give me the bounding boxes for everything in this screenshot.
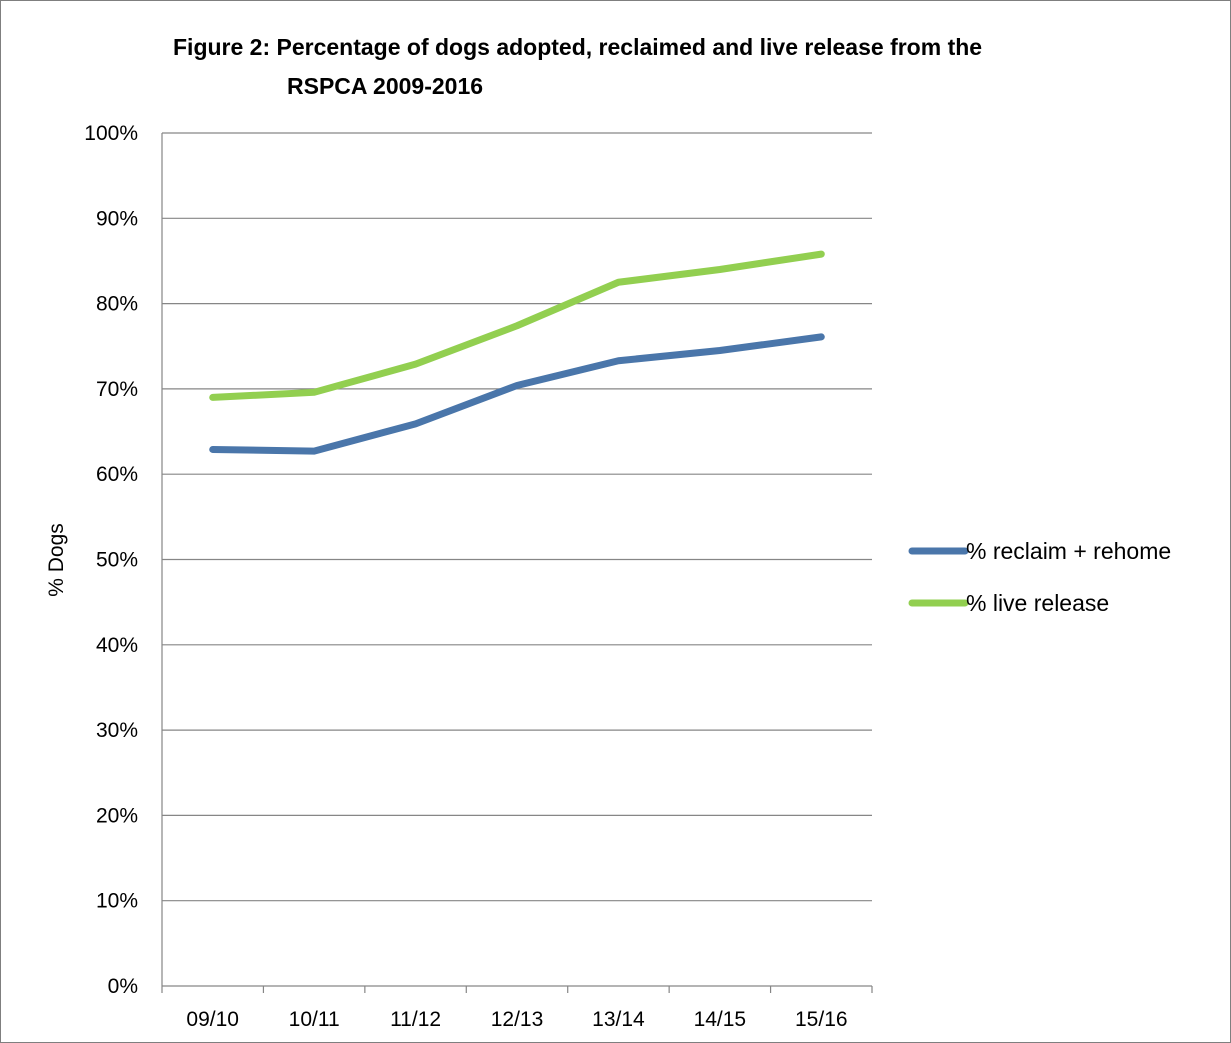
chart-title-line-2: RSPCA 2009-2016 xyxy=(287,73,483,99)
legend-label-1: % reclaim + rehome xyxy=(966,538,1171,564)
y-tick-label: 70% xyxy=(96,378,138,401)
x-tick-label: 11/12 xyxy=(390,1008,441,1031)
y-tick-label: 50% xyxy=(96,549,138,572)
chart-title-line-1: Figure 2: Percentage of dogs adopted, re… xyxy=(173,34,982,60)
y-tick-label: 90% xyxy=(96,207,138,230)
x-tick-label: 15/16 xyxy=(795,1008,848,1031)
x-tick-label: 12/13 xyxy=(491,1008,544,1031)
chart-title: Figure 2: Percentage of dogs adopted, re… xyxy=(173,34,982,99)
y-tick-label: 60% xyxy=(96,463,138,486)
y-tick-label: 10% xyxy=(96,890,138,913)
y-tick-label: 40% xyxy=(96,634,138,657)
y-tick-label: 100% xyxy=(84,122,138,145)
y-tick-label: 20% xyxy=(96,804,138,827)
y-axis-tick-labels: 0% 10% 20% 30% 40% 50% 60% 70% 80% 90% 100% xyxy=(84,122,138,998)
legend-label-2: % live release xyxy=(966,590,1109,616)
legend: % reclaim + rehome % live release xyxy=(908,538,1171,616)
x-tick-label: 13/14 xyxy=(592,1008,645,1031)
gridlines xyxy=(162,132,872,902)
y-tick-label: 30% xyxy=(96,719,138,742)
y-tick-label: 80% xyxy=(96,293,138,316)
x-tick-label: 14/15 xyxy=(694,1008,747,1031)
y-tick-label: 0% xyxy=(108,975,138,998)
x-tick-label: 10/11 xyxy=(289,1008,340,1031)
x-tick-label: 09/10 xyxy=(186,1008,239,1031)
y-axis-title: % Dogs xyxy=(45,523,68,597)
x-axis-tick-labels: 09/10 10/11 11/12 12/13 13/14 14/15 15/16 xyxy=(161,986,873,1031)
series-lines xyxy=(209,250,825,455)
